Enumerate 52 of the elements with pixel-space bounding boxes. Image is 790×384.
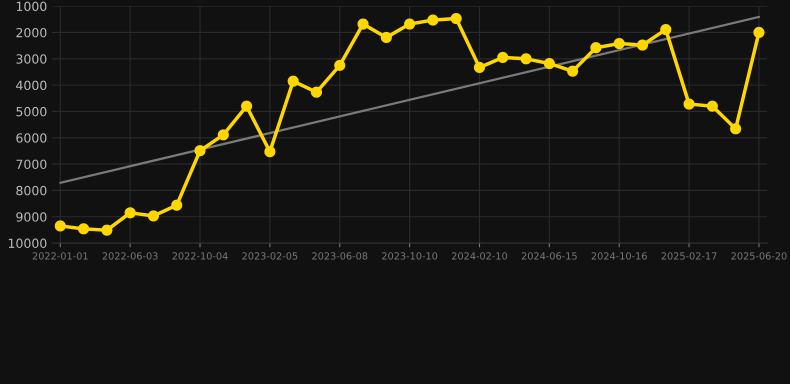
x-tick-label: 2023-10-10 (382, 252, 438, 260)
point (171, 200, 182, 211)
x-tick-label: 2024-06-15 (522, 252, 577, 260)
point (194, 145, 206, 156)
y-tick-label: 4000 (16, 80, 46, 90)
point (614, 38, 625, 50)
y-tick-label: 5000 (16, 106, 46, 116)
y-tick-label: 8000 (16, 186, 46, 196)
x-tick-label: 2022-06-03 (102, 252, 158, 260)
point (427, 14, 438, 26)
point (380, 32, 392, 44)
point (288, 76, 299, 87)
y-tick-label: 1000 (16, 2, 46, 12)
x-tick-label: 2024-02-10 (452, 252, 508, 260)
point (450, 12, 462, 24)
point (78, 223, 90, 234)
y-tick-label: 9000 (16, 212, 46, 222)
point (684, 98, 695, 110)
point (520, 53, 532, 64)
point (753, 26, 764, 38)
point (264, 146, 276, 158)
x-tick-label: 2023-02-05 (242, 252, 298, 260)
x-tick-label: 2022-01-01 (32, 252, 88, 260)
x-tick-label: 2024-10-16 (592, 252, 647, 260)
y-tick-label: 10000 (8, 238, 46, 248)
x-tick-label: 2025-02-17 (662, 252, 716, 260)
x-tick-label: 2022-10-04 (172, 252, 228, 260)
y-tick-label: 2000 (16, 28, 46, 38)
point (636, 40, 648, 51)
point (148, 210, 159, 222)
point (474, 62, 486, 74)
y-tick-label: 6000 (16, 133, 46, 143)
point (590, 42, 602, 54)
point (404, 18, 416, 30)
point (730, 123, 742, 134)
point (334, 60, 346, 71)
point (310, 86, 322, 98)
point (706, 100, 718, 112)
point (54, 220, 66, 232)
point (241, 100, 252, 112)
point (101, 224, 112, 236)
x-tick-label: 2023-06-08 (312, 252, 368, 260)
point (660, 24, 672, 36)
point (567, 66, 578, 77)
point (124, 207, 136, 218)
point (357, 18, 369, 30)
point (544, 58, 555, 70)
point (497, 52, 508, 64)
y-tick-label: 3000 (16, 54, 46, 64)
point (218, 129, 229, 140)
y-tick-label: 7000 (16, 160, 46, 170)
x-tick-label: 2025-06-20 (731, 252, 787, 260)
